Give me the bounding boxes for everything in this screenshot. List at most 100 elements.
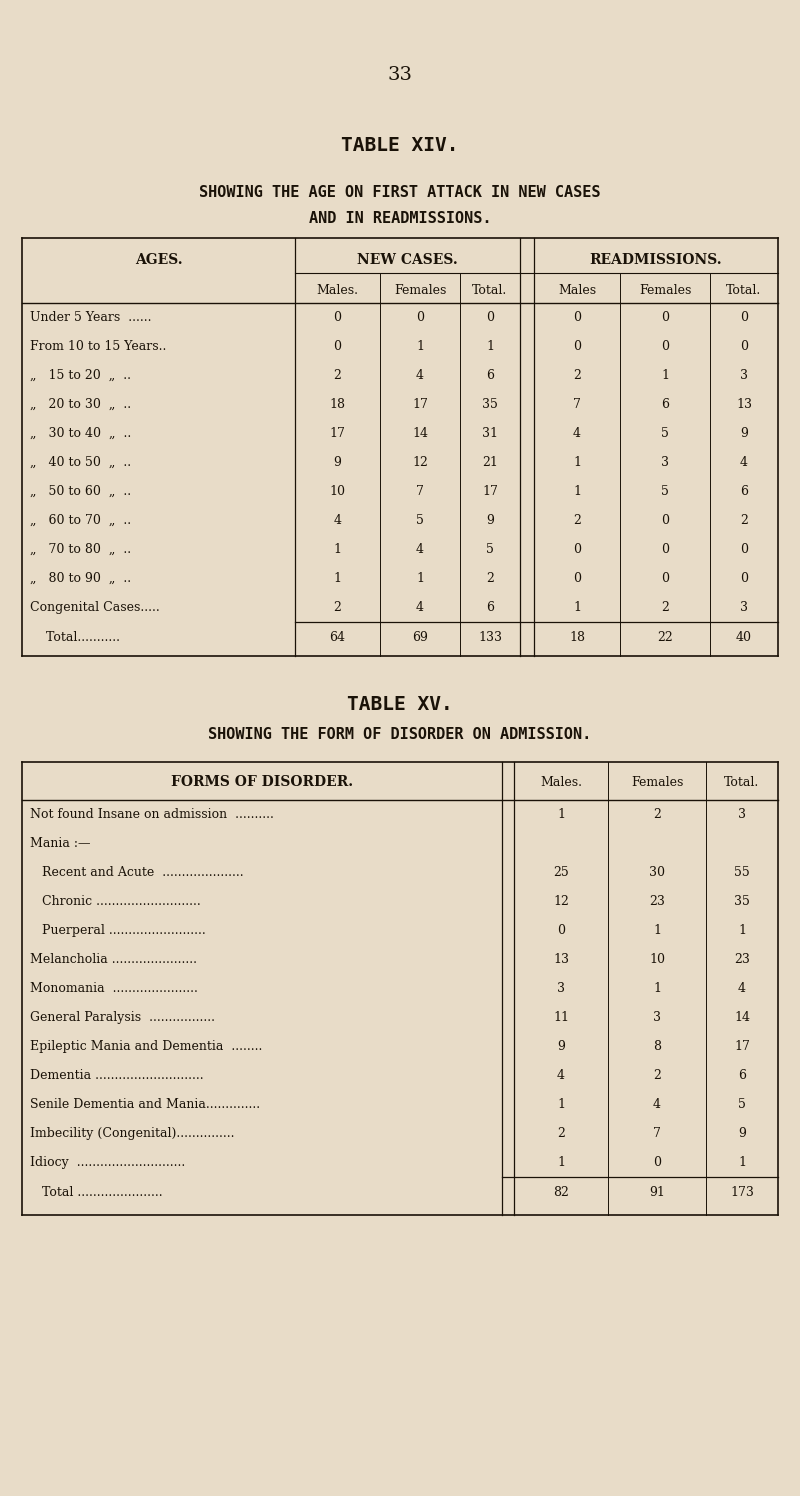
Text: 1: 1 [573,601,581,613]
Text: 9: 9 [557,1040,565,1053]
Text: TABLE XIV.: TABLE XIV. [342,136,458,154]
Text: 0: 0 [661,571,669,585]
Text: 1: 1 [416,340,424,353]
Text: 0: 0 [740,340,748,353]
Text: AND IN READMISSIONS.: AND IN READMISSIONS. [309,211,491,226]
Text: Idiocy  ............................: Idiocy ............................ [30,1156,186,1168]
Text: Puerperal .........................: Puerperal ......................... [30,925,206,936]
Text: 3: 3 [740,370,748,381]
Text: 1: 1 [661,370,669,381]
Text: Monomania  ......................: Monomania ...................... [30,981,198,995]
Text: Not found Insane on admission  ..........: Not found Insane on admission .......... [30,808,274,821]
Text: 6: 6 [738,1070,746,1082]
Text: 0: 0 [573,571,581,585]
Text: 9: 9 [486,515,494,527]
Text: 9: 9 [740,426,748,440]
Text: 5: 5 [738,1098,746,1112]
Text: „   15 to 20  „  ..: „ 15 to 20 „ .. [30,370,131,381]
Text: 0: 0 [557,925,565,936]
Text: 8: 8 [653,1040,661,1053]
Text: 133: 133 [478,630,502,643]
Text: 11: 11 [553,1011,569,1023]
Text: 0: 0 [661,515,669,527]
Text: 1: 1 [573,485,581,498]
Text: 82: 82 [553,1186,569,1200]
Text: „   50 to 60  „  ..: „ 50 to 60 „ .. [30,485,131,498]
Text: 0: 0 [661,311,669,325]
Text: 1: 1 [416,571,424,585]
Text: 0: 0 [740,311,748,325]
Text: Congenital Cases.....: Congenital Cases..... [30,601,160,613]
Text: 0: 0 [486,311,494,325]
Text: 3: 3 [740,601,748,613]
Text: Total.: Total. [472,284,508,296]
Text: Males.: Males. [317,284,358,296]
Text: „   30 to 40  „  ..: „ 30 to 40 „ .. [30,426,131,440]
Text: 4: 4 [573,426,581,440]
Text: Senile Dementia and Mania..............: Senile Dementia and Mania.............. [30,1098,260,1112]
Text: 0: 0 [334,340,342,353]
Text: 7: 7 [653,1126,661,1140]
Text: 7: 7 [416,485,424,498]
Text: SHOWING THE FORM OF DISORDER ON ADMISSION.: SHOWING THE FORM OF DISORDER ON ADMISSIO… [208,727,592,742]
Text: Epileptic Mania and Dementia  ........: Epileptic Mania and Dementia ........ [30,1040,262,1053]
Text: 5: 5 [661,426,669,440]
Text: 14: 14 [734,1011,750,1023]
Text: SHOWING THE AGE ON FIRST ATTACK IN NEW CASES: SHOWING THE AGE ON FIRST ATTACK IN NEW C… [199,184,601,199]
Text: 3: 3 [653,1011,661,1023]
Text: From 10 to 15 Years..: From 10 to 15 Years.. [30,340,166,353]
Text: 17: 17 [412,398,428,411]
Text: 0: 0 [416,311,424,325]
Text: Mania :—: Mania :— [30,836,90,850]
Text: Imbecility (Congenital)...............: Imbecility (Congenital)............... [30,1126,234,1140]
Text: „   40 to 50  „  ..: „ 40 to 50 „ .. [30,456,131,470]
Text: 10: 10 [330,485,346,498]
Text: FORMS OF DISORDER.: FORMS OF DISORDER. [171,775,353,788]
Text: 3: 3 [661,456,669,470]
Text: 3: 3 [557,981,565,995]
Text: 6: 6 [486,601,494,613]
Text: 1: 1 [557,1156,565,1168]
Text: 7: 7 [573,398,581,411]
Text: 17: 17 [330,426,346,440]
Text: 0: 0 [740,543,748,557]
Text: 5: 5 [661,485,669,498]
Text: Chronic ...........................: Chronic ........................... [30,895,201,908]
Text: 2: 2 [557,1126,565,1140]
Text: 1: 1 [653,981,661,995]
Text: Females: Females [631,775,683,788]
Text: „   60 to 70  „  ..: „ 60 to 70 „ .. [30,515,131,527]
Text: 1: 1 [573,456,581,470]
Text: 0: 0 [661,543,669,557]
Text: 23: 23 [649,895,665,908]
Text: 1: 1 [334,543,342,557]
Text: 0: 0 [653,1156,661,1168]
Text: 2: 2 [573,515,581,527]
Text: 13: 13 [736,398,752,411]
Text: 2: 2 [486,571,494,585]
Text: 4: 4 [416,601,424,613]
Text: 40: 40 [736,630,752,643]
Text: 6: 6 [486,370,494,381]
Text: 22: 22 [657,630,673,643]
Text: 1: 1 [486,340,494,353]
Text: „   80 to 90  „  ..: „ 80 to 90 „ .. [30,571,131,585]
Text: 2: 2 [740,515,748,527]
Text: 5: 5 [416,515,424,527]
Text: 6: 6 [661,398,669,411]
Text: Dementia ............................: Dementia ............................ [30,1070,204,1082]
Text: 4: 4 [653,1098,661,1112]
Text: Under 5 Years  ......: Under 5 Years ...... [30,311,151,325]
Text: 0: 0 [573,340,581,353]
Text: 14: 14 [412,426,428,440]
Text: 6: 6 [740,485,748,498]
Text: 4: 4 [740,456,748,470]
Text: 2: 2 [661,601,669,613]
Text: 0: 0 [573,543,581,557]
Text: READMISSIONS.: READMISSIONS. [590,253,722,266]
Text: 12: 12 [553,895,569,908]
Text: Females: Females [394,284,446,296]
Text: Recent and Acute  .....................: Recent and Acute ..................... [30,866,244,880]
Text: 2: 2 [334,370,342,381]
Text: 4: 4 [738,981,746,995]
